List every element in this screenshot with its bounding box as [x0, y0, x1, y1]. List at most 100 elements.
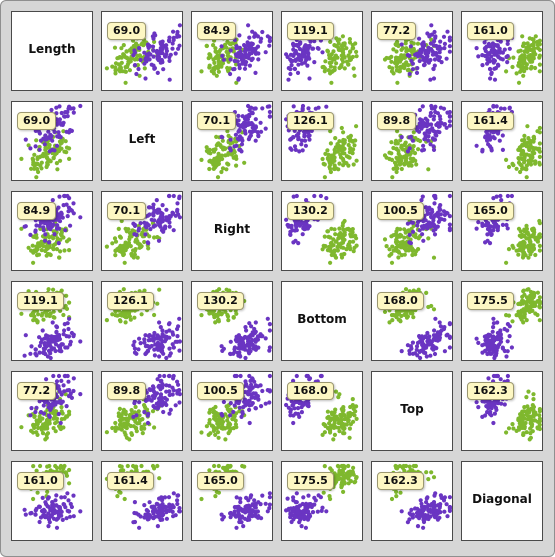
green-point	[120, 250, 125, 255]
green-point	[394, 163, 399, 168]
green-point	[125, 419, 130, 424]
purple-point	[492, 136, 497, 141]
purple-point	[428, 353, 433, 358]
scatter-cell-bottom-diagonal[interactable]: 175.5	[461, 281, 543, 361]
scatter-cell-diagonal-right[interactable]: 165.0	[191, 461, 273, 541]
purple-point	[288, 71, 293, 77]
purple-point	[259, 36, 264, 41]
green-point	[528, 142, 533, 147]
scatter-cell-left-top[interactable]: 89.8	[371, 101, 453, 181]
scatter-cell-left-diagonal[interactable]: 161.4	[461, 101, 543, 181]
purple-point	[147, 345, 152, 350]
purple-point	[34, 353, 39, 358]
purple-point	[158, 325, 163, 330]
purple-point	[246, 103, 251, 109]
scatter-cell-top-diagonal[interactable]: 162.3	[461, 371, 543, 451]
purple-point	[289, 223, 294, 228]
green-point	[231, 426, 236, 431]
green-point	[351, 249, 356, 254]
green-point	[38, 419, 43, 424]
purple-point	[143, 351, 148, 357]
scatter-cell-right-bottom[interactable]: 130.2	[281, 191, 363, 271]
green-point	[216, 59, 221, 64]
pair-value-badge: 70.1	[197, 112, 237, 130]
purple-point	[155, 524, 160, 529]
green-point	[354, 54, 359, 59]
scatter-cell-right-top[interactable]: 100.5	[371, 191, 453, 271]
green-point	[527, 437, 532, 442]
scatter-cell-length-diagonal[interactable]: 161.0	[461, 11, 543, 91]
scatter-cell-length-top[interactable]: 77.2	[371, 11, 453, 91]
scatter-cell-bottom-top[interactable]: 168.0	[371, 281, 453, 361]
green-point	[216, 62, 221, 67]
scatter-cell-top-right[interactable]: 100.5	[191, 371, 273, 451]
scatter-plot	[199, 23, 272, 85]
scatter-cell-left-length[interactable]: 69.0	[11, 101, 93, 181]
purple-point	[239, 57, 245, 63]
scatter-cell-diagonal-left[interactable]: 161.4	[101, 461, 183, 541]
purple-point	[59, 110, 64, 116]
purple-point	[175, 493, 180, 498]
scatter-cell-bottom-left[interactable]: 126.1	[101, 281, 183, 361]
scatter-cell-bottom-right[interactable]: 130.2	[191, 281, 273, 361]
green-point	[332, 65, 337, 70]
scatter-cell-bottom-length[interactable]: 119.1	[11, 281, 93, 361]
purple-point	[415, 340, 421, 345]
purple-point	[307, 43, 312, 49]
green-point	[342, 251, 347, 257]
scatter-cell-length-right[interactable]: 84.9	[191, 11, 273, 91]
purple-point	[160, 47, 165, 52]
green-point	[122, 260, 127, 265]
scatter-cell-right-diagonal[interactable]: 165.0	[461, 191, 543, 271]
scatter-cell-diagonal-length[interactable]: 161.0	[11, 461, 93, 541]
scatter-cell-top-left[interactable]: 89.8	[101, 371, 183, 451]
purple-point	[489, 351, 494, 356]
green-point	[331, 437, 336, 442]
purple-point	[46, 340, 51, 345]
purple-point	[138, 341, 143, 346]
green-point	[231, 315, 236, 320]
purple-point	[301, 224, 307, 229]
purple-point	[57, 505, 63, 510]
purple-point	[431, 222, 437, 227]
purple-point	[292, 144, 298, 149]
purple-point	[69, 330, 74, 336]
purple-point	[438, 203, 443, 208]
purple-point	[237, 33, 242, 38]
green-point	[518, 229, 523, 234]
purple-point	[37, 335, 42, 340]
scatter-cell-length-left[interactable]: 69.0	[101, 11, 183, 91]
purple-point	[295, 43, 300, 48]
purple-point	[439, 60, 444, 65]
green-point	[402, 65, 407, 71]
scatter-cell-right-left[interactable]: 70.1	[101, 191, 183, 271]
purple-point	[167, 58, 172, 64]
scatter-cell-right-length[interactable]: 84.9	[11, 191, 93, 271]
purple-point	[231, 409, 236, 415]
green-point	[426, 167, 431, 172]
green-point	[209, 69, 214, 74]
purple-point	[145, 420, 151, 426]
green-point	[55, 167, 60, 172]
green-point	[118, 468, 123, 473]
purple-point	[64, 334, 69, 339]
green-point	[320, 247, 325, 252]
purple-point	[476, 220, 481, 225]
scatter-cell-left-right[interactable]: 70.1	[191, 101, 273, 181]
scatter-cell-top-bottom[interactable]: 168.0	[281, 371, 363, 451]
scatter-cell-top-length[interactable]: 77.2	[11, 371, 93, 451]
purple-point	[410, 67, 416, 72]
green-point	[395, 141, 400, 146]
green-point	[67, 248, 72, 253]
green-point	[44, 424, 50, 429]
scatter-cell-left-bottom[interactable]: 126.1	[281, 101, 363, 181]
purple-point	[294, 133, 299, 138]
pair-value-badge: 89.8	[107, 382, 147, 400]
green-point	[26, 245, 31, 250]
scatter-cell-length-bottom[interactable]: 119.1	[281, 11, 363, 91]
purple-point	[161, 67, 166, 72]
purple-point	[46, 224, 51, 229]
purple-point	[167, 346, 172, 351]
purple-point	[427, 334, 432, 339]
green-point	[405, 68, 410, 73]
